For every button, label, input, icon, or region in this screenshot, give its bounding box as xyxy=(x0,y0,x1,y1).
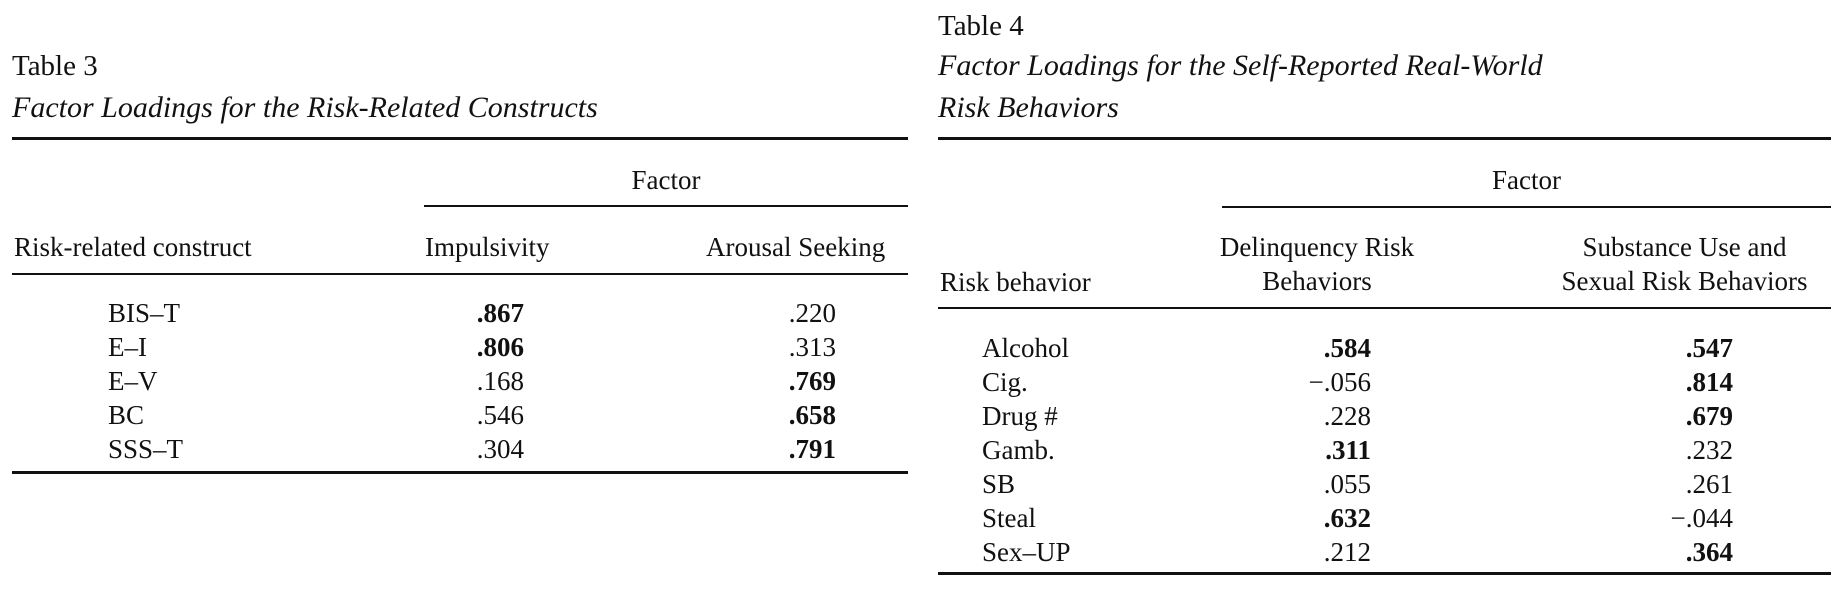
row-label: E–V xyxy=(108,366,158,396)
table-4-col-substance-use-line-1: Substance Use and xyxy=(1582,232,1787,262)
table-4-row-header: Risk behavior xyxy=(940,267,1091,297)
table-3-label: Table 3 xyxy=(12,50,98,82)
table-3-col-impulsivity: Impulsivity xyxy=(425,232,550,262)
table-4-top-rule xyxy=(938,137,1831,140)
row-label: E–I xyxy=(108,332,147,362)
row-label: BC xyxy=(108,400,145,430)
table-4-col-delinquency-line-2: Behaviors xyxy=(1262,266,1372,296)
row-label: SB xyxy=(982,469,1016,499)
loading-value: .212 xyxy=(1323,537,1371,567)
loading-value: .261 xyxy=(1685,469,1733,499)
table-3-title: Factor Loadings for the Risk-Related Con… xyxy=(12,91,598,124)
row-label: Drug # xyxy=(982,401,1058,431)
table-4-col-delinquency-line-1: Delinquency Risk xyxy=(1219,232,1415,262)
table-4-col-substance-use: Substance Use and Sexual Risk Behaviors xyxy=(1538,230,1831,298)
loading-value: .806 xyxy=(476,332,524,362)
loading-value: .304 xyxy=(476,434,524,464)
row-label: Gamb. xyxy=(982,435,1055,465)
row-label: BIS–T xyxy=(108,298,181,328)
loading-value: .658 xyxy=(788,400,836,430)
loading-value: .814 xyxy=(1685,367,1733,397)
row-label: Sex–UP xyxy=(982,537,1071,567)
loading-value: −.056 xyxy=(1308,367,1371,397)
table-3-top-rule xyxy=(12,137,908,140)
loading-value: −.044 xyxy=(1670,503,1733,533)
loading-value: .232 xyxy=(1685,435,1733,465)
row-label: SSS–T xyxy=(108,434,184,464)
loading-value: .679 xyxy=(1685,401,1733,431)
table-4-label: Table 4 xyxy=(938,10,1024,42)
loading-value: .584 xyxy=(1323,333,1371,363)
loading-value: .769 xyxy=(788,366,836,396)
table-4-spanner-rule xyxy=(1222,206,1831,208)
loading-value: .547 xyxy=(1685,333,1733,363)
table-4-col-delinquency: Delinquency Risk Behaviors xyxy=(1192,230,1442,298)
loading-value: .791 xyxy=(788,434,836,464)
loading-value: .055 xyxy=(1323,469,1371,499)
loading-value: .311 xyxy=(1325,435,1371,465)
loading-value: .632 xyxy=(1323,503,1371,533)
table-3-bottom-rule xyxy=(12,471,908,474)
row-label: Cig. xyxy=(982,367,1028,397)
table-4-header-rule xyxy=(938,307,1831,309)
table-4-factor-spanner: Factor xyxy=(1492,165,1561,195)
row-label: Alcohol xyxy=(982,333,1069,363)
table-3-factor-spanner: Factor xyxy=(631,165,701,195)
table-3-col-arousal-seeking: Arousal Seeking xyxy=(706,232,886,262)
loading-value: .364 xyxy=(1685,537,1733,567)
loading-value: .867 xyxy=(476,298,524,328)
table-4-title-line-2: Risk Behaviors xyxy=(938,91,1119,124)
loading-value: .546 xyxy=(476,400,524,430)
loading-value: .220 xyxy=(788,298,836,328)
table-4-bottom-rule xyxy=(938,572,1831,575)
table-3-header-rule xyxy=(12,273,908,275)
loading-value: .228 xyxy=(1323,401,1371,431)
table-3-row-header: Risk-related construct xyxy=(14,232,252,262)
loading-value: .313 xyxy=(788,332,836,362)
table-4-col-substance-use-line-2: Sexual Risk Behaviors xyxy=(1561,266,1808,296)
table-4-title-line-1: Factor Loadings for the Self-Reported Re… xyxy=(938,49,1543,82)
loading-value: .168 xyxy=(476,366,524,396)
table-3-spanner-rule xyxy=(424,205,908,207)
row-label: Steal xyxy=(982,503,1036,533)
